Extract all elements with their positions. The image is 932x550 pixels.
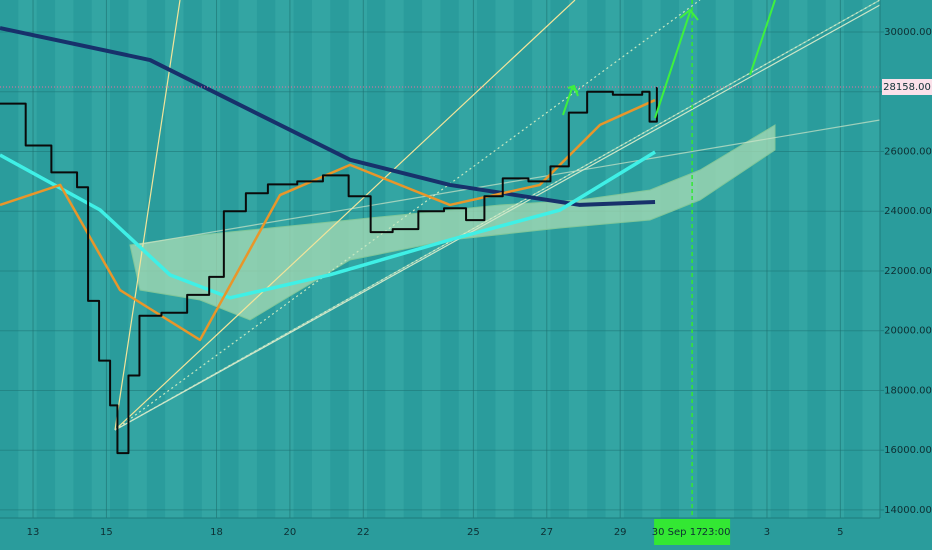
plot-area [0,0,880,518]
stripe [18,0,37,518]
y-tick-label: 30000.00 [884,27,932,38]
session-stripes [18,0,881,518]
y-tick-label: 22000.00 [884,266,932,277]
indicator-line [0,26,656,207]
x-axis-panel [0,518,880,550]
stripe [422,0,441,518]
stripe [532,0,551,518]
stripe [458,0,478,518]
x-tick-label: 22 [357,527,370,538]
y-tick-label: 26000.00 [884,146,932,157]
axes: 14000.00 16000.00 18000.00 20000.00 22000.00… [27,27,932,545]
cloud [129,124,776,321]
x-tick-label: 27 [540,527,553,538]
stripe [495,0,514,518]
indicator-line [0,98,656,342]
price-label-box [882,78,932,95]
stripe [568,0,588,518]
x-tick-label: 20 [284,527,297,538]
y-tick-label: 14000.00 [884,505,932,516]
stripe [642,0,661,518]
stripe [55,0,74,518]
indicator-line [0,150,656,300]
cursor-time: 23:00 [702,527,731,538]
x-tick-label: 3 [764,527,770,538]
stripe [715,0,734,518]
grid [0,0,880,518]
x-tick-label: 5 [837,527,843,538]
stripe [385,0,404,518]
x-tick-label: 25 [467,527,480,538]
y-tick-label: 24000.00 [884,206,932,217]
stripe [789,0,808,518]
x-tick-label: 13 [27,527,40,538]
stripe [348,0,367,518]
forecast-arrows [562,0,776,119]
stripe [862,0,881,518]
stripe [605,0,624,518]
x-tick-label: 18 [210,527,223,538]
x-tick-label: 15 [100,527,113,538]
trend-lines [114,0,881,431]
cursor-label-box [654,519,731,545]
y-tick-label: 16000.00 [884,445,932,456]
y-tick-label: 18000.00 [884,385,932,396]
x-tick-label: 29 [614,527,627,538]
indicator-line [0,86,658,455]
stripe [678,0,698,518]
cursor-date: 30 Sep 17 [652,527,703,538]
y-tick-label: 20000.00 [884,326,932,337]
stripe [752,0,771,518]
price-label: 28158.00 [883,82,931,93]
stripe [825,0,845,518]
